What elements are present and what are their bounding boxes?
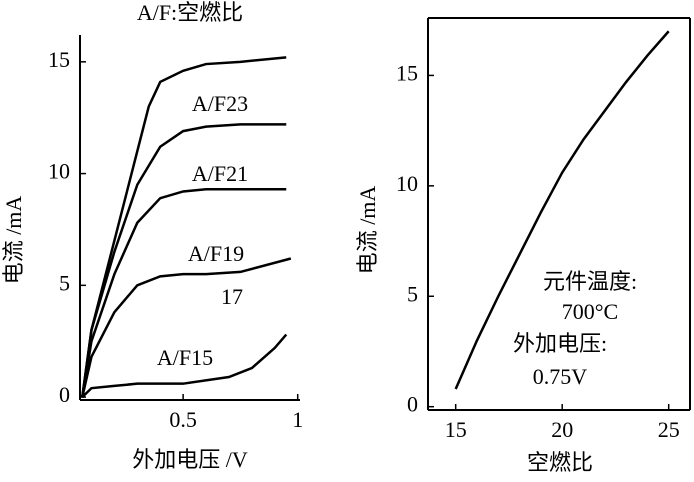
curve [81, 123, 287, 398]
y-axis-label: 电流 /mA [1, 196, 26, 285]
annotation: 700°C [562, 299, 618, 324]
curve-label: A/F21 [192, 161, 248, 186]
y-tick-label: 0 [407, 392, 418, 417]
y-tick-label: 5 [407, 281, 418, 306]
x-axis-label: 外加电压 /V [132, 447, 248, 472]
curve-label: 17 [221, 284, 243, 309]
curve [81, 187, 287, 398]
annotation: 外加电压: [513, 331, 607, 356]
y-tick-label: 10 [396, 171, 418, 196]
y-tick-label: 0 [59, 382, 70, 407]
x-axis-label: 空燃比 [527, 450, 593, 475]
y-tick-label: 15 [48, 47, 70, 72]
annotation: 元件温度: [543, 269, 637, 294]
curve [81, 56, 287, 398]
x-tick-label: 20 [551, 417, 573, 442]
x-tick-label: 0.5 [169, 407, 197, 432]
curve-label: A/F15 [157, 345, 213, 370]
x-tick-label: 25 [658, 417, 680, 442]
curve-label: A/F19 [188, 241, 244, 266]
curve-label: A/F23 [192, 91, 248, 116]
y-axis-label: 电流 /mA [355, 186, 380, 275]
curve [81, 257, 292, 398]
y-tick-label: 15 [396, 60, 418, 85]
x-tick-label: 1 [292, 407, 303, 432]
y-tick-label: 10 [48, 159, 70, 184]
annotation: 0.75V [533, 364, 588, 389]
y-tick-label: 5 [59, 270, 70, 295]
curve [454, 30, 670, 390]
x-tick-label: 15 [445, 417, 467, 442]
chart-title: A/F:空燃比 [137, 0, 243, 25]
curve [81, 333, 288, 398]
